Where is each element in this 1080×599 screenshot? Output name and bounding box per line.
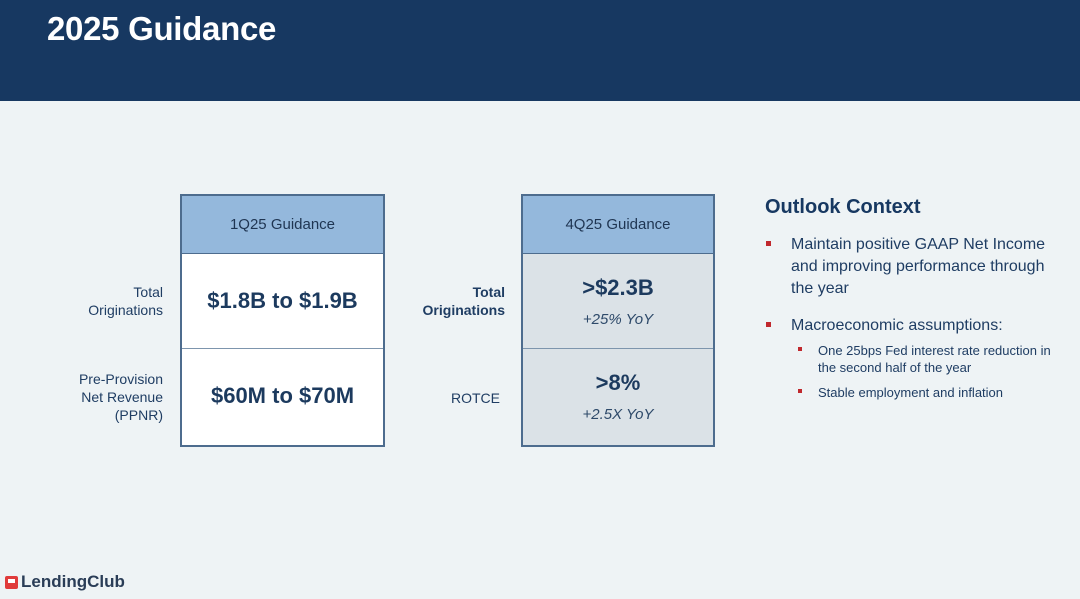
guidance-value: >8% bbox=[595, 369, 641, 395]
panel2-row1-label: Total Originations bbox=[405, 283, 505, 319]
bullet-marker bbox=[766, 322, 771, 327]
panel-row: $1.8B to $1.9B bbox=[182, 254, 383, 348]
panel2-row2-label: ROTCE bbox=[420, 389, 500, 407]
sub-bullet-marker bbox=[798, 347, 802, 351]
slide-title: 2025 Guidance bbox=[47, 10, 277, 47]
guidance-yoy: +25% YoY bbox=[582, 310, 654, 328]
guidance-panel-1q25: 1Q25 Guidance $1.8B to $1.9B $60M to $70… bbox=[180, 194, 385, 447]
outlook-bullet: Macroeconomic assumptions: bbox=[791, 317, 1003, 334]
panel-row: $60M to $70M bbox=[182, 348, 383, 443]
label-line: (PPNR) bbox=[114, 407, 163, 423]
label-line: ROTCE bbox=[451, 390, 500, 406]
outlook-sub-bullet: Stable employment and inflation bbox=[818, 385, 1004, 400]
bullet-marker bbox=[766, 241, 771, 246]
lendingclub-logo: LendingClub bbox=[5, 572, 125, 592]
guidance-value: $1.8B to $1.9B bbox=[207, 288, 358, 313]
outlook-bullet: Maintain positive GAAP Net Income and im… bbox=[791, 236, 1046, 297]
panel-header: 1Q25 Guidance bbox=[182, 196, 383, 254]
sub-bullet-marker bbox=[798, 389, 802, 393]
panel-header: 4Q25 Guidance bbox=[523, 196, 713, 254]
panel1-row1-label: Total Originations bbox=[62, 283, 163, 319]
guidance-value: $60M to $70M bbox=[210, 383, 355, 408]
label-line: Originations bbox=[88, 302, 163, 318]
slide-header: 2025 Guidance bbox=[0, 0, 1080, 101]
label-line: Total bbox=[472, 284, 505, 300]
guidance-value: >$2.3B bbox=[582, 274, 654, 300]
panel-row: >8% +2.5X YoY bbox=[523, 348, 713, 443]
label-line: Total bbox=[133, 284, 163, 300]
label-line: Pre-Provision bbox=[78, 371, 163, 387]
outlook-title: Outlook Context bbox=[765, 196, 921, 218]
label-line: Net Revenue bbox=[81, 389, 163, 405]
panel-row: >$2.3B +25% YoY bbox=[523, 254, 713, 348]
label-line: Originations bbox=[422, 302, 505, 318]
outlook-sub-bullet: One 25bps Fed interest rate reduction in… bbox=[818, 343, 1051, 375]
guidance-panel-4q25: 4Q25 Guidance >$2.3B +25% YoY >8% +2.5X … bbox=[521, 194, 715, 447]
guidance-yoy: +2.5X YoY bbox=[582, 405, 654, 423]
logo-icon bbox=[5, 575, 18, 589]
logo-text: LendingClub bbox=[21, 572, 125, 591]
panel1-row2-label: Pre-Provision Net Revenue (PPNR) bbox=[52, 370, 163, 424]
